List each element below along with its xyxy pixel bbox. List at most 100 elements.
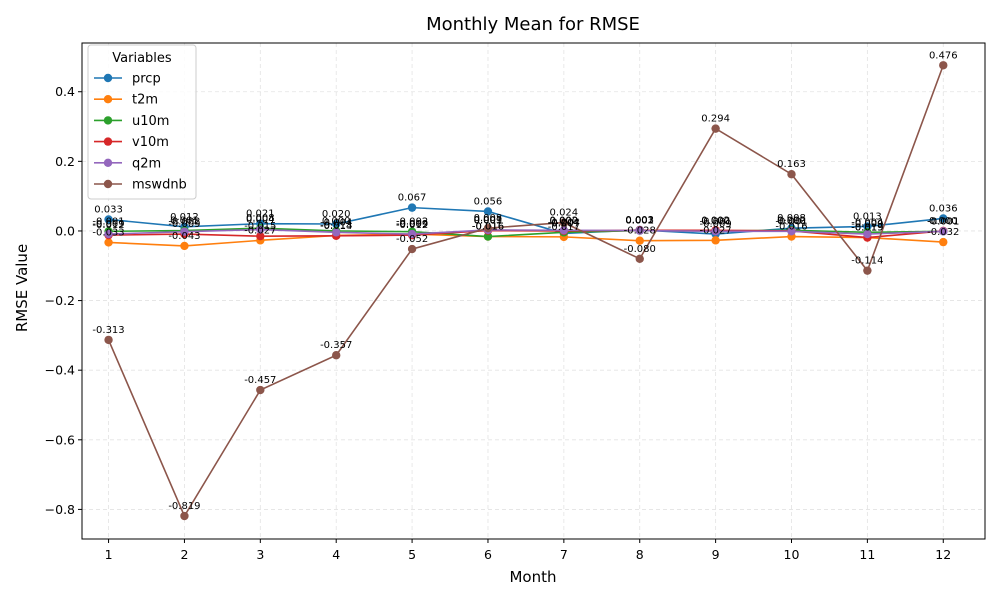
- data-label-v10m: 0.002: [625, 215, 654, 226]
- data-label-q2m: -0.009: [92, 219, 124, 230]
- data-label-u10m: 0.000: [701, 216, 730, 227]
- data-label-mswdnb: -0.052: [396, 234, 428, 245]
- data-label-u10m: -0.001: [92, 216, 124, 227]
- data-label-prcp: 0.021: [246, 209, 275, 220]
- data-label-prcp: 0.013: [853, 211, 882, 222]
- data-label-mswdnb: 0.008: [474, 213, 503, 224]
- x-tick-label: 7: [560, 547, 568, 562]
- data-point-q2m: [787, 227, 796, 236]
- data-label-u10m: 0.002: [777, 215, 806, 226]
- data-label-prcp: 0.067: [398, 193, 427, 204]
- data-point-mswdnb: [787, 170, 796, 179]
- data-label-u10m: 0.001: [625, 216, 654, 227]
- data-label-v10m: -0.014: [320, 221, 352, 232]
- x-tick-label: 3: [256, 547, 264, 562]
- data-label-u10m: -0.002: [396, 217, 428, 228]
- y-tick-label: 0.2: [55, 154, 75, 169]
- data-label-q2m: -0.004: [320, 217, 352, 228]
- data-label-t2m: -0.027: [699, 225, 731, 236]
- legend-label-q2m: q2m: [132, 156, 161, 171]
- series-line-mswdnb: [107, 64, 945, 518]
- data-label-v10m: -0.019: [851, 223, 883, 234]
- data-label-q2m: -0.009: [851, 219, 883, 230]
- data-label-v10m: -0.012: [396, 220, 428, 231]
- x-tick-label: 11: [859, 547, 875, 562]
- data-label-prcp: 0.033: [94, 204, 123, 215]
- data-label-u10m: -0.004: [851, 217, 883, 228]
- data-label-mswdnb: -0.313: [92, 325, 124, 336]
- data-label-mswdnb: 0.294: [701, 114, 730, 125]
- y-tick-label: −0.8: [45, 502, 75, 517]
- data-label-q2m: -0.001: [775, 216, 807, 227]
- data-label-v10m: 0.000: [929, 216, 958, 227]
- legend-label-prcp: prcp: [132, 72, 161, 87]
- data-label-u10m: -0.004: [548, 217, 580, 228]
- data-point-q2m: [104, 229, 113, 239]
- x-tick-label: 9: [712, 547, 720, 562]
- data-point-prcp: [483, 207, 493, 216]
- x-tick-label: 8: [636, 547, 644, 562]
- data-label-t2m: -0.043: [168, 231, 200, 242]
- data-label-prcp: 0.036: [929, 203, 958, 214]
- data-point-v10m: [256, 231, 265, 241]
- data-label-t2m: -0.016: [472, 222, 504, 233]
- legend-label-u10m: u10m: [132, 114, 169, 129]
- data-point-u10m: [483, 232, 493, 241]
- legend-label-v10m: v10m: [132, 135, 169, 150]
- data-point-prcp: [104, 215, 113, 224]
- data-label-prcp: 0.012: [170, 212, 199, 223]
- series-line-q2m: [108, 228, 944, 235]
- data-label-q2m: 0.001: [625, 216, 654, 227]
- legend-box: [87, 44, 197, 200]
- data-label-u10m: 0.008: [246, 213, 275, 224]
- data-label-t2m: -0.013: [320, 220, 352, 231]
- axes: 1 2 3 4 5 6 7 8 9 10 11 12−0.8−0.6−0.4−0.20.00.20.4: [45, 42, 986, 562]
- data-label-v10m: -0.012: [92, 220, 124, 231]
- data-point-q2m: [559, 226, 569, 235]
- data-label-t2m: -0.009: [396, 219, 428, 230]
- data-label-v10m: 0.000: [777, 216, 806, 227]
- data-label-q2m: -0.001: [927, 216, 959, 227]
- legend-label-mswdnb: mswdnb: [132, 178, 187, 193]
- x-tick-label: 12: [935, 547, 951, 562]
- data-label-prcp: -0.009: [699, 219, 731, 230]
- data-label-prcp: 0.003: [625, 215, 654, 226]
- data-label-v10m: 0.000: [550, 216, 579, 227]
- data-label-mswdnb: 0.163: [777, 159, 806, 170]
- data-label-t2m: -0.019: [851, 223, 883, 234]
- data-point-prcp: [863, 222, 872, 231]
- x-axis-label: Month: [509, 568, 556, 586]
- x-tick-label: 6: [484, 547, 492, 562]
- data-point-mswdnb: [635, 254, 644, 264]
- data-point-mswdnb: [332, 351, 341, 360]
- legend-marker-q2m: [103, 158, 113, 167]
- data-point-mswdnb: [483, 223, 493, 233]
- legend-label-t2m: t2m: [132, 93, 158, 108]
- chart-title: Monthly Mean for RMSE: [426, 14, 640, 35]
- data-point-q2m: [863, 229, 872, 239]
- y-tick-label: 0.4: [55, 84, 75, 99]
- legend-title: Variables: [112, 51, 172, 66]
- data-label-q2m: 0.002: [550, 215, 579, 226]
- data-point-q2m: [180, 227, 189, 236]
- data-point-t2m: [104, 238, 113, 247]
- data-point-q2m: [407, 229, 417, 239]
- x-tick-label: 10: [784, 547, 800, 562]
- data-label-prcp: 0.020: [322, 209, 351, 220]
- data-label-v10m: 0.002: [701, 215, 730, 226]
- data-label-mswdnb: 0.024: [550, 208, 579, 219]
- data-label-t2m: -0.028: [624, 226, 656, 237]
- data-point-mswdnb: [939, 61, 948, 70]
- data-label-v10m: -0.009: [168, 219, 200, 230]
- series-line-u10m: [108, 227, 944, 238]
- data-label-mswdnb: 0.476: [929, 50, 958, 61]
- data-label-q2m: 0.003: [474, 215, 503, 226]
- data-label-u10m: -0.016: [472, 222, 504, 233]
- data-point-mswdnb: [559, 218, 569, 227]
- legend-marker-u10m: [103, 116, 113, 125]
- data-label-t2m: -0.032: [927, 227, 959, 238]
- data-point-q2m: [939, 227, 948, 236]
- data-label-q2m: -0.009: [396, 219, 428, 230]
